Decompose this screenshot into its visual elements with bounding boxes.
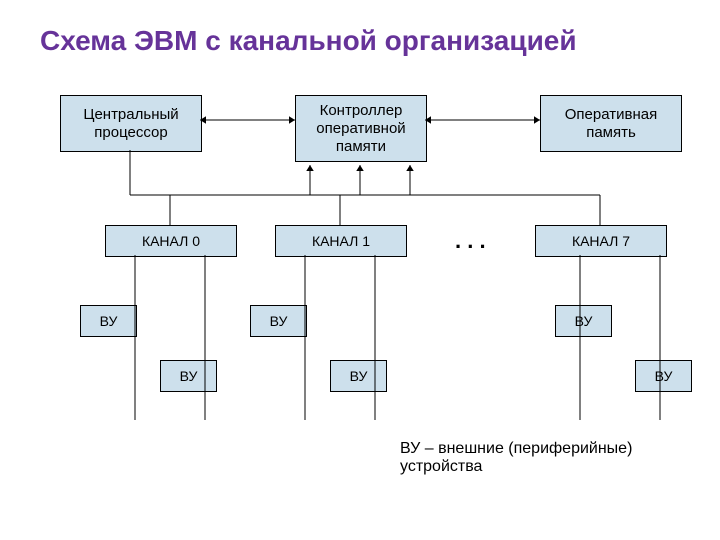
- box-vu-a1: ВУ: [80, 305, 137, 337]
- box-cpu-label: Центральныйпроцессор: [83, 106, 178, 142]
- box-vu-b2: ВУ: [330, 360, 387, 392]
- vu-c2-label: ВУ: [655, 368, 673, 385]
- box-vu-b1: ВУ: [250, 305, 307, 337]
- vu-b1-label: ВУ: [270, 313, 288, 330]
- box-ch0: КАНАЛ 0: [105, 225, 237, 257]
- ellipsis: . . .: [455, 228, 486, 254]
- diagram-title: Схема ЭВМ с канальной организацией: [40, 25, 577, 57]
- vu-a1-label: ВУ: [100, 313, 118, 330]
- box-ram-label: Оперативнаяпамять: [565, 106, 657, 142]
- box-ctrl: Контроллероперативнойпамяти: [295, 95, 427, 162]
- box-ch7: КАНАЛ 7: [535, 225, 667, 257]
- box-ch1-label: КАНАЛ 1: [312, 233, 370, 250]
- box-ch0-label: КАНАЛ 0: [142, 233, 200, 250]
- vu-c1-label: ВУ: [575, 313, 593, 330]
- vu-a2-label: ВУ: [180, 368, 198, 385]
- box-ctrl-label: Контроллероперативнойпамяти: [316, 102, 405, 156]
- box-vu-c1: ВУ: [555, 305, 612, 337]
- footnote: ВУ – внешние (периферийные)устройства: [400, 440, 632, 476]
- vu-b2-label: ВУ: [350, 368, 368, 385]
- box-ram: Оперативнаяпамять: [540, 95, 682, 152]
- box-ch7-label: КАНАЛ 7: [572, 233, 630, 250]
- box-vu-c2: ВУ: [635, 360, 692, 392]
- box-vu-a2: ВУ: [160, 360, 217, 392]
- box-ch1: КАНАЛ 1: [275, 225, 407, 257]
- box-cpu: Центральныйпроцессор: [60, 95, 202, 152]
